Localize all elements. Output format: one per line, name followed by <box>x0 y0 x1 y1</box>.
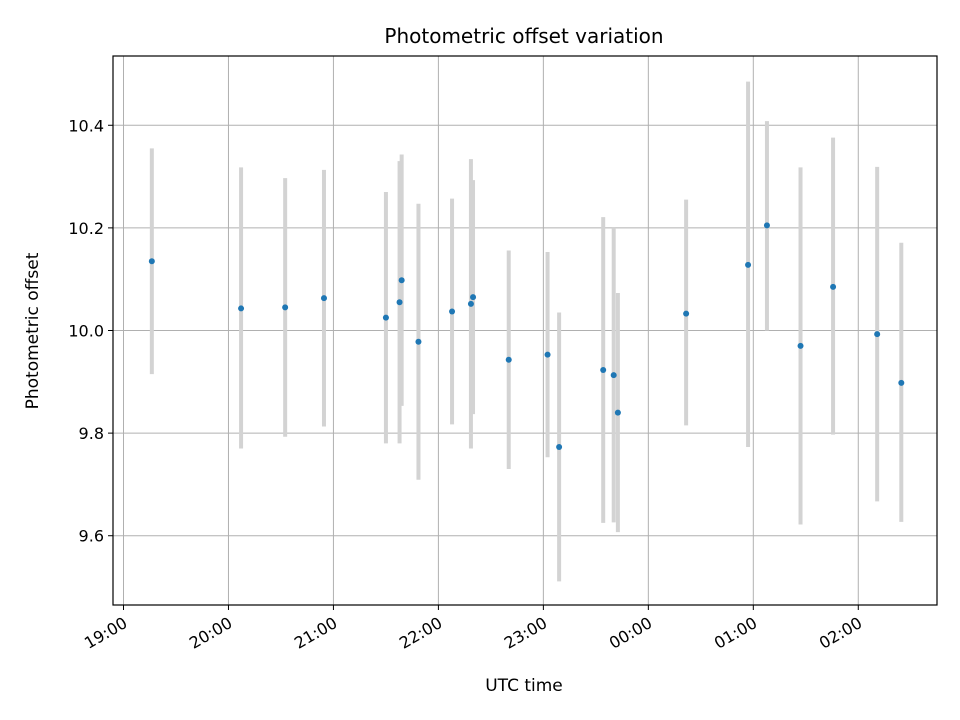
data-point <box>148 258 155 265</box>
data-point <box>556 443 563 450</box>
x-tick-label: 23:00 <box>501 613 550 653</box>
data-point <box>505 356 512 363</box>
x-tick-label: 00:00 <box>606 613 655 653</box>
data-point <box>614 409 621 416</box>
data-point <box>797 342 804 349</box>
data-point <box>830 283 837 290</box>
data-point <box>600 367 607 374</box>
data-point <box>763 222 770 229</box>
y-tick-label: 10.4 <box>68 116 104 135</box>
data-point <box>449 308 456 315</box>
data-point <box>467 300 474 307</box>
data-point <box>320 295 327 302</box>
data-point <box>610 372 617 379</box>
y-tick-label: 10.0 <box>68 322 104 341</box>
data-point <box>396 299 403 306</box>
x-tick-label: 21:00 <box>291 613 340 653</box>
axis-ticks: 19:00 20:00 21:00 22:00 23:00 00:00 01:00 02:00… <box>68 116 865 652</box>
data-point <box>238 305 245 312</box>
data-points <box>148 222 905 450</box>
x-tick-label: 19:00 <box>81 613 130 653</box>
data-point <box>874 331 881 338</box>
x-tick-label: 01:00 <box>711 613 760 653</box>
y-tick-label: 9.6 <box>79 527 104 546</box>
data-point <box>544 351 551 358</box>
data-point <box>382 314 389 321</box>
error-bars <box>149 81 904 582</box>
data-point <box>470 294 477 301</box>
chart-title: Photometric offset variation <box>384 24 663 48</box>
data-point <box>398 277 405 284</box>
data-point <box>415 338 422 345</box>
x-tick-label: 02:00 <box>816 613 865 653</box>
data-point <box>898 379 905 386</box>
x-tick-label: 20:00 <box>186 613 235 653</box>
y-axis-label: Photometric offset <box>23 252 43 409</box>
grid <box>113 56 937 605</box>
y-tick-label: 9.8 <box>79 424 104 443</box>
data-point <box>282 304 289 311</box>
y-tick-label: 10.2 <box>68 219 104 238</box>
data-point <box>683 310 690 317</box>
data-point <box>745 261 752 268</box>
x-tick-label: 22:00 <box>396 613 445 653</box>
x-axis-label: UTC time <box>485 676 563 696</box>
